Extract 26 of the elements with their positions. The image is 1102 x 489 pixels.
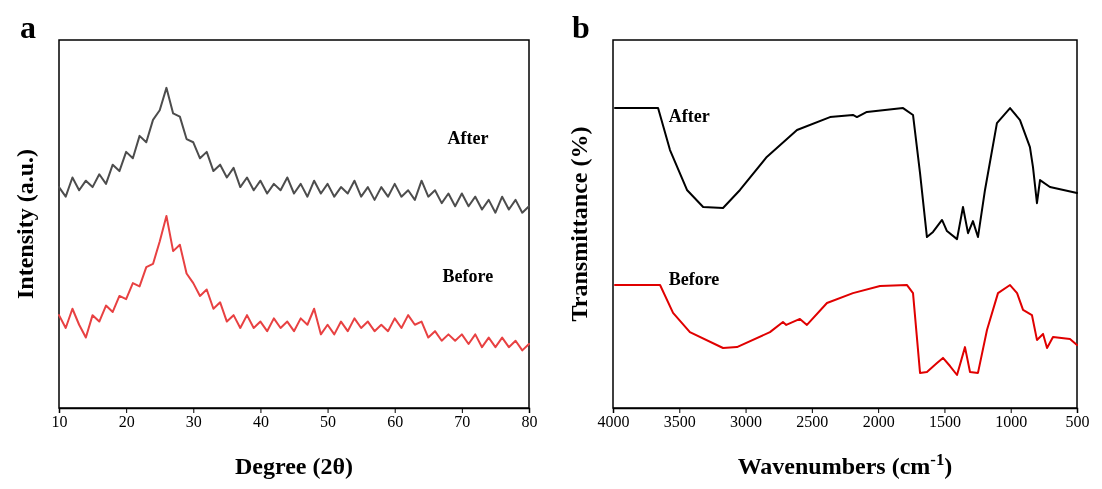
chart-title: a: [20, 9, 36, 45]
x-tick-label: 50: [320, 413, 337, 431]
x-tick-label: 2000: [862, 413, 895, 431]
x-tick-label: 3500: [663, 413, 696, 431]
text: After: [447, 128, 489, 149]
x-tick-label: 1000: [995, 413, 1028, 431]
x-tick-label: 10: [51, 413, 68, 431]
y-axis-title: Transmittance (%): [566, 126, 592, 322]
x-tick-label: 80: [521, 413, 538, 431]
series-label: Before: [668, 268, 720, 289]
x-tick-label: 70: [454, 413, 471, 431]
y-axis-title: Intensity (a.u.): [12, 148, 38, 300]
chart-title: b: [572, 9, 590, 45]
x-tick-label: 40: [252, 413, 269, 431]
x-tick-label: 2500: [796, 413, 829, 431]
text: Before: [442, 265, 494, 286]
x-tick-label: 3000: [730, 413, 763, 431]
x-tick-label: 1500: [928, 413, 961, 431]
x-tick-label: 60: [387, 413, 404, 431]
x-tick-label: 20: [118, 413, 135, 431]
x-axis-title: Degree (2θ): [234, 453, 354, 479]
x-tick-label: 4000: [597, 413, 630, 431]
x-tick-label: 500: [1065, 413, 1090, 431]
series-label: After: [668, 106, 710, 127]
x-tick-label: 30: [185, 413, 202, 431]
x-axis-title: Wavenumbers (cm$^{-1}$): [737, 449, 953, 479]
